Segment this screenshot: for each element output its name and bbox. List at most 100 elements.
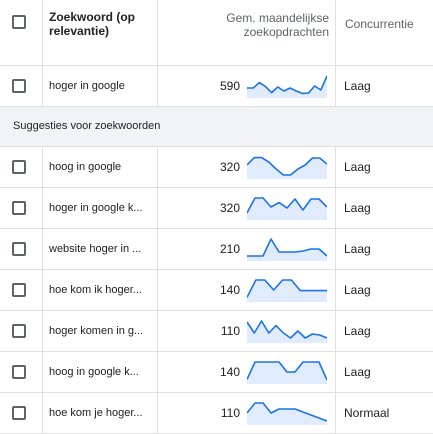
- row-checkbox[interactable]: [12, 242, 26, 256]
- competition-value: Laag: [344, 242, 371, 256]
- keyword-text: hoog in google k...: [49, 366, 139, 378]
- volume-cell: 590: [157, 66, 335, 106]
- table-row[interactable]: hoe kom je hoger... 110 Normaal: [0, 393, 433, 434]
- row-checkbox[interactable]: [12, 283, 26, 297]
- trend-sparkline: [247, 361, 327, 384]
- sparkline-line: [247, 320, 327, 339]
- trend-sparkline: [247, 238, 327, 261]
- row-checkbox-cell: [0, 311, 42, 351]
- table-row[interactable]: hoog in google 320 Laag: [0, 147, 433, 188]
- competition-value: Laag: [344, 365, 371, 379]
- trend-sparkline: [247, 402, 327, 425]
- table-row[interactable]: hoger in google k... 320 Laag: [0, 188, 433, 229]
- keyword-cell: hoger komen in g...: [42, 311, 157, 351]
- competition-column-header[interactable]: Concurrentie: [335, 0, 433, 65]
- sparkline-line: [247, 279, 327, 298]
- keyword-cell: hoog in google k...: [42, 352, 157, 392]
- sparkline-area: [247, 362, 327, 384]
- sparkline-area: [247, 198, 327, 220]
- row-checkbox-cell: [0, 188, 42, 228]
- table-row[interactable]: hoger komen in g... 110 Laag: [0, 311, 433, 352]
- row-checkbox[interactable]: [12, 79, 26, 93]
- table-row[interactable]: website hoger in ... 210 Laag: [0, 229, 433, 270]
- row-checkbox[interactable]: [12, 406, 26, 420]
- keyword-text: hoger komen in g...: [49, 325, 144, 337]
- volume-value: 320: [219, 201, 240, 215]
- competition-cell: Laag: [335, 66, 433, 106]
- volume-value: 110: [220, 406, 240, 420]
- table-row[interactable]: hoger in google 590 Laag: [0, 66, 433, 107]
- row-checkbox[interactable]: [12, 365, 26, 379]
- sparkline-line: [247, 238, 327, 257]
- keyword-cell: hoger in google k...: [42, 188, 157, 228]
- volume-cell: 320: [157, 147, 335, 187]
- keyword-text: hoger in google k...: [49, 202, 143, 214]
- trend-sparkline: [247, 156, 327, 179]
- row-checkbox-cell: [0, 270, 42, 310]
- competition-cell: Laag: [335, 352, 433, 392]
- competition-cell: Normaal: [335, 393, 433, 433]
- trend-sparkline: [247, 279, 327, 302]
- row-checkbox[interactable]: [12, 201, 26, 215]
- row-checkbox-cell: [0, 393, 42, 433]
- header-checkbox-cell: [0, 0, 42, 65]
- row-checkbox[interactable]: [12, 324, 26, 338]
- competition-value: Laag: [344, 79, 371, 93]
- sparkline-line: [247, 402, 327, 422]
- competition-value: Laag: [344, 324, 371, 338]
- keyword-text: hoog in google: [49, 161, 122, 173]
- keyword-text: hoger in google: [49, 80, 125, 92]
- volume-cell: 140: [157, 352, 335, 392]
- volume-value: 110: [220, 324, 240, 338]
- trend-sparkline: [247, 197, 327, 220]
- competition-cell: Laag: [335, 311, 433, 351]
- sparkline-area: [247, 157, 327, 179]
- keyword-column-header[interactable]: Zoekwoord (op relevantie): [42, 0, 157, 65]
- keyword-cell: hoger in google: [42, 66, 157, 106]
- row-checkbox-cell: [0, 229, 42, 269]
- sparkline-line: [247, 197, 327, 214]
- select-all-checkbox[interactable]: [12, 15, 26, 29]
- row-checkbox-cell: [0, 147, 42, 187]
- volume-cell: 110: [157, 393, 335, 433]
- sparkline-area: [247, 280, 327, 302]
- competition-value: Laag: [344, 283, 371, 297]
- volume-value: 590: [219, 79, 240, 93]
- keyword-text: hoe kom ik hoger...: [49, 284, 142, 296]
- volume-cell: 210: [157, 229, 335, 269]
- volume-value: 140: [219, 283, 240, 297]
- competition-cell: Laag: [335, 147, 433, 187]
- keyword-text: website hoger in ...: [49, 243, 142, 255]
- volume-cell: 140: [157, 270, 335, 310]
- competition-column-label: Concurrentie: [345, 17, 414, 31]
- volume-value: 210: [219, 242, 240, 256]
- competition-value: Laag: [344, 201, 371, 215]
- sparkline-area: [247, 76, 327, 98]
- table-header: Zoekwoord (op relevantie) Gem. maandelij…: [0, 0, 433, 66]
- trend-sparkline: [247, 320, 327, 343]
- keyword-cell: website hoger in ...: [42, 229, 157, 269]
- table-row[interactable]: hoog in google k... 140 Laag: [0, 352, 433, 393]
- row-checkbox[interactable]: [12, 160, 26, 174]
- competition-value: Laag: [344, 160, 371, 174]
- table-row[interactable]: hoe kom ik hoger... 140 Laag: [0, 270, 433, 311]
- keyword-cell: hoe kom je hoger...: [42, 393, 157, 433]
- sparkline-area: [247, 239, 327, 261]
- sparkline-line: [247, 156, 327, 176]
- suggestions-section-label: Suggesties voor zoekwoorden: [13, 120, 161, 132]
- competition-cell: Laag: [335, 229, 433, 269]
- volume-value: 140: [219, 365, 240, 379]
- volume-value: 320: [219, 160, 240, 174]
- volume-cell: 320: [157, 188, 335, 228]
- competition-cell: Laag: [335, 270, 433, 310]
- volume-cell: 110: [157, 311, 335, 351]
- sparkline-area: [247, 403, 327, 425]
- competition-value: Normaal: [344, 406, 390, 420]
- keyword-text: hoe kom je hoger...: [49, 407, 143, 419]
- keyword-cell: hoe kom ik hoger...: [42, 270, 157, 310]
- volume-column-header[interactable]: Gem. maandelijkse zoekopdrachten: [157, 0, 335, 65]
- volume-column-label: Gem. maandelijkse zoekopdrachten: [226, 11, 329, 39]
- keyword-cell: hoog in google: [42, 147, 157, 187]
- keyword-column-label: Zoekwoord (op relevantie): [49, 10, 135, 38]
